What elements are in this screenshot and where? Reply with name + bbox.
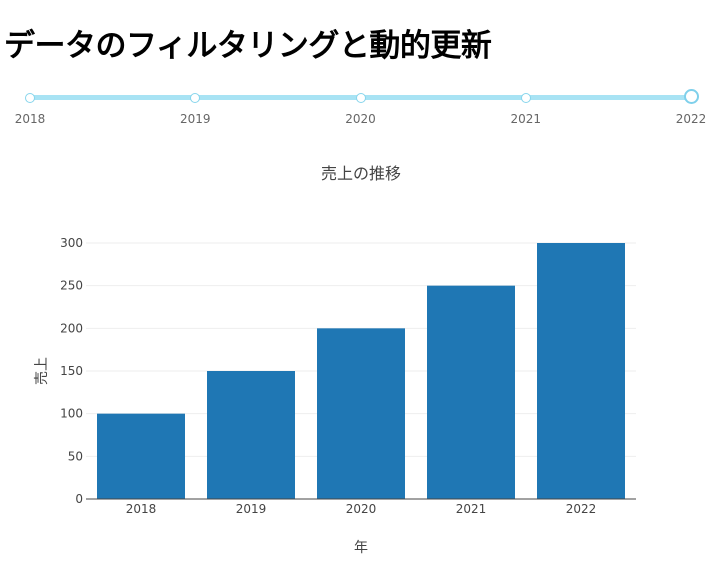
- y-tick-label: 200: [60, 321, 83, 335]
- x-tick-label: 2018: [126, 502, 157, 516]
- slider-mark-label: 2018: [14, 112, 46, 126]
- x-tick-label: 2020: [346, 502, 377, 516]
- slider-mark-label: 2021: [510, 112, 542, 126]
- x-tick-label: 2022: [566, 502, 597, 516]
- slider-mark-label: 2022: [675, 112, 707, 126]
- bar-2020[interactable]: [317, 328, 405, 499]
- year-slider[interactable]: 2018 2019 2020 2021 2022: [0, 85, 720, 130]
- y-tick-label: 50: [68, 449, 83, 463]
- slider-mark[interactable]: [25, 93, 35, 103]
- slider-mark[interactable]: [520, 93, 531, 103]
- y-tick-label: 0: [75, 492, 83, 506]
- bar-2021[interactable]: [427, 285, 515, 499]
- slider-mark[interactable]: [190, 93, 201, 103]
- bar-2022[interactable]: [537, 243, 625, 499]
- x-tick-label: 2021: [456, 502, 487, 516]
- y-tick-label: 100: [60, 407, 83, 421]
- slider-mark[interactable]: [355, 93, 366, 103]
- slider-handle[interactable]: [684, 89, 699, 104]
- slider-mark-label: 2019: [179, 112, 211, 126]
- x-tick-label: 2019: [236, 502, 267, 516]
- bar-2018[interactable]: [97, 413, 185, 499]
- slider-mark-label: 2020: [345, 112, 376, 126]
- page-title: データのフィルタリングと動的更新: [4, 28, 492, 64]
- y-tick-label: 250: [60, 279, 83, 293]
- bar-2019[interactable]: [207, 371, 295, 499]
- y-tick-label: 300: [60, 236, 83, 250]
- y-tick-label: 150: [60, 364, 83, 378]
- x-axis-title: 年: [354, 540, 368, 556]
- y-axis-title: 売上: [34, 357, 50, 385]
- chart-title: 売上の推移: [321, 164, 401, 183]
